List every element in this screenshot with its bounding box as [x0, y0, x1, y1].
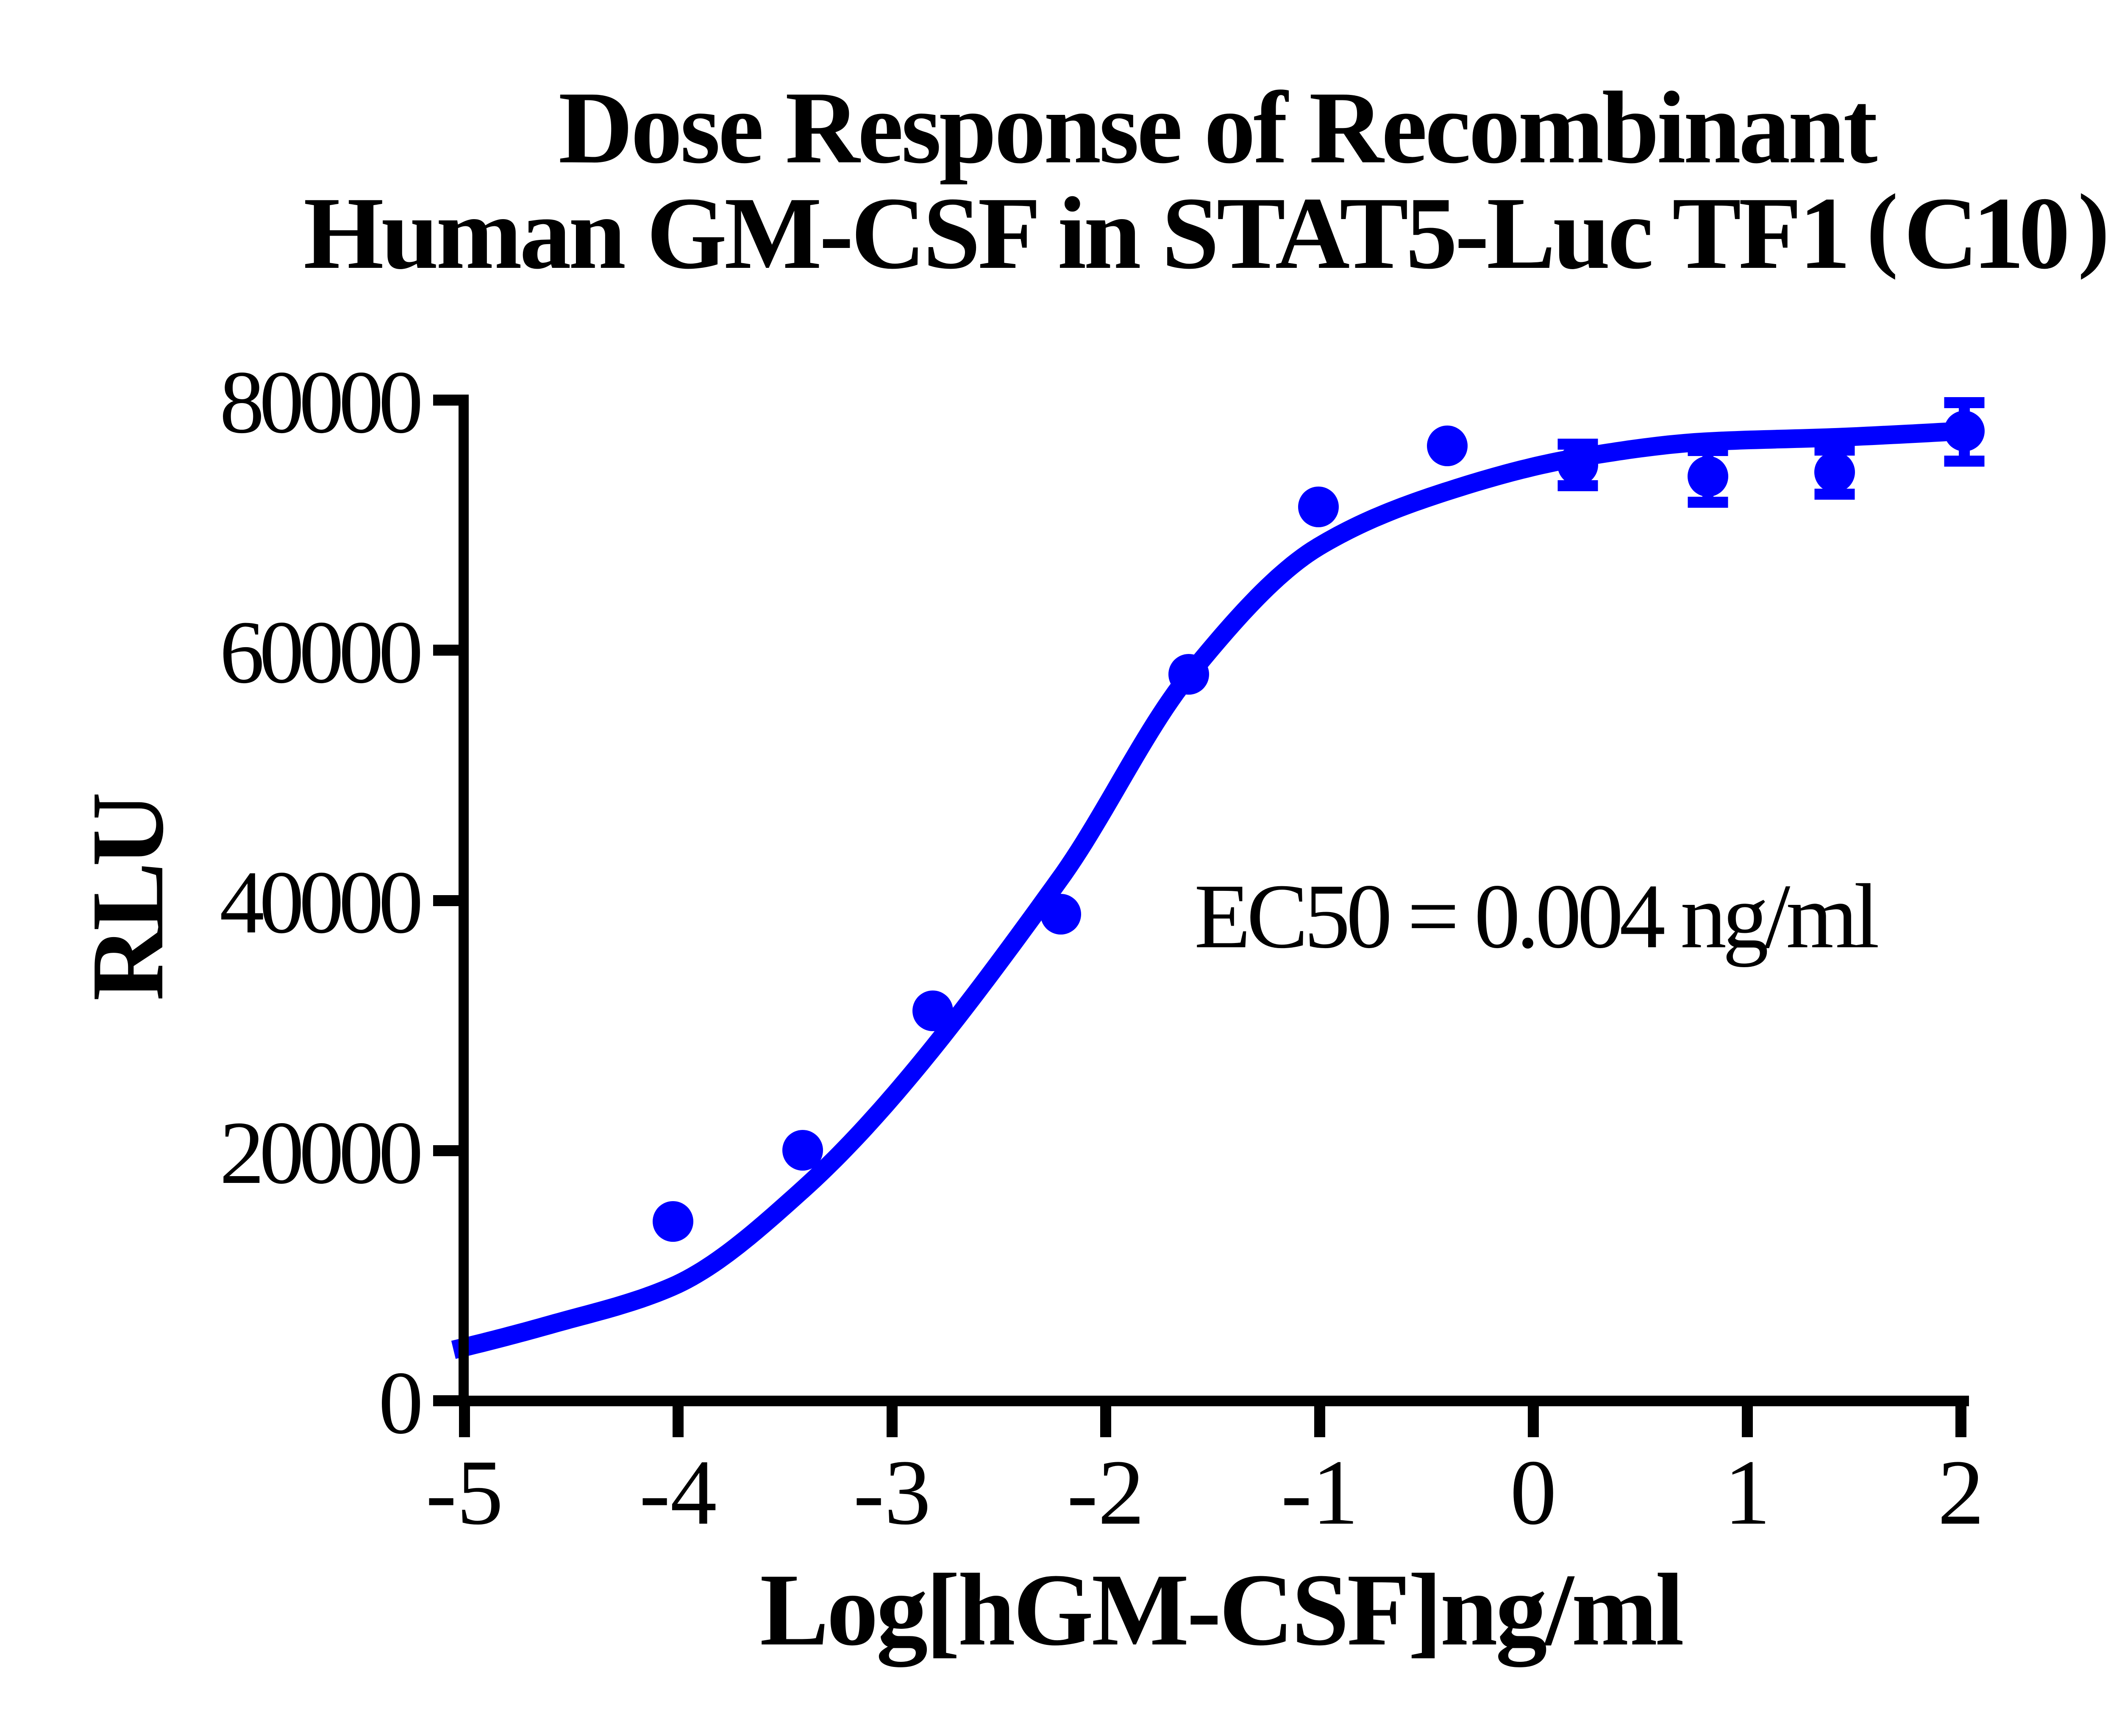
svg-text:1: 1 — [1724, 1441, 1771, 1544]
svg-text:-4: -4 — [639, 1441, 717, 1544]
svg-text:80000: 80000 — [220, 352, 423, 452]
svg-text:60000: 60000 — [220, 602, 423, 702]
svg-text:(: ( — [1866, 174, 1898, 280]
svg-text:C10: C10 — [1904, 176, 2070, 290]
svg-text:Log[hGM-CSF]ng/ml: Log[hGM-CSF]ng/ml — [760, 1552, 1684, 1667]
svg-text:2: 2 — [1938, 1441, 1984, 1544]
svg-text:20000: 20000 — [220, 1103, 423, 1202]
svg-text:Dose Response of Recombinant: Dose Response of Recombinant — [559, 70, 1878, 185]
svg-text:-5: -5 — [425, 1441, 503, 1544]
svg-text:-3: -3 — [853, 1441, 931, 1544]
svg-text:0: 0 — [1510, 1441, 1557, 1544]
svg-text:40000: 40000 — [220, 852, 423, 952]
svg-text:RLU: RLU — [70, 792, 185, 1001]
svg-text:Human GM-CSF in STAT5-Luc TF1: Human GM-CSF in STAT5-Luc TF1 — [303, 176, 1851, 290]
svg-text:0: 0 — [378, 1353, 423, 1452]
svg-text:EC50 = 0.004 ng/ml: EC50 = 0.004 ng/ml — [1194, 865, 1880, 968]
svg-text:-2: -2 — [1067, 1441, 1144, 1544]
svg-text:): ) — [2078, 174, 2110, 280]
svg-text:-1: -1 — [1281, 1441, 1358, 1544]
